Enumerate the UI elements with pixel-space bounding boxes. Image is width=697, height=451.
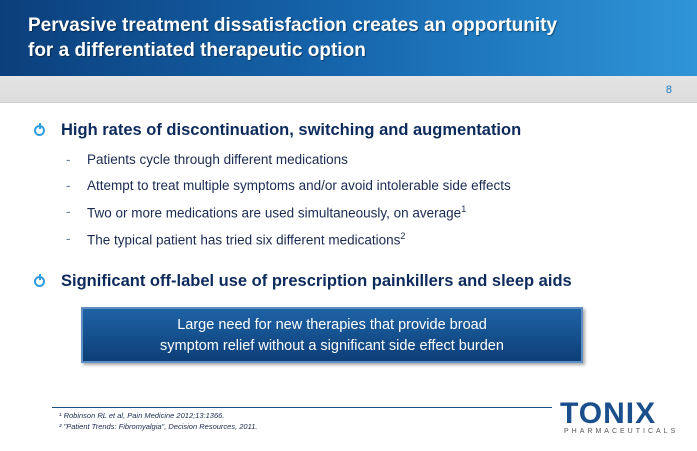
tonix-logo: TONIX PHARMACEUTICALS (560, 397, 680, 443)
dash: - (66, 231, 71, 246)
power-icon (34, 274, 45, 287)
title-line-2: for a differentiated therapeutic option (28, 40, 366, 61)
title-line-1: Pervasive treatment dissatisfaction crea… (28, 15, 558, 36)
page-number: 8 (665, 84, 672, 96)
dash: - (66, 178, 71, 193)
slide-title: Pervasive treatment dissatisfaction crea… (28, 13, 557, 63)
logo-wordmark: TONIX (560, 397, 657, 430)
footnote-ref: 2 (400, 231, 406, 241)
dash: - (66, 204, 71, 219)
callout-box: Large need for new therapies that provid… (81, 307, 583, 363)
callout-line-2: symptom relief without a significant sid… (160, 338, 504, 354)
sub-text-body: The typical patient has tried six differ… (87, 232, 401, 248)
subheader-band (0, 76, 697, 103)
sub-text: Attempt to treat multiple symptoms and/o… (87, 178, 511, 193)
title-bar: Pervasive treatment dissatisfaction crea… (0, 0, 697, 76)
footnote-divider (52, 407, 552, 408)
logo-subtitle: PHARMACEUTICALS (564, 428, 679, 435)
footnote-1: ¹ Robinson RL et al, Pain Medicine 2012;… (59, 411, 225, 420)
sub-text-body: Two or more medications are used simulta… (87, 205, 462, 221)
sub-text: Patients cycle through different medicat… (87, 152, 348, 167)
sub-text: The typical patient has tried six differ… (87, 231, 405, 248)
bullet-text: High rates of discontinuation, switching… (61, 121, 522, 139)
bullet-text: Significant off-label use of prescriptio… (61, 272, 572, 290)
sub-text: Two or more medications are used simulta… (87, 204, 466, 221)
callout-line-1: Large need for new therapies that provid… (177, 317, 487, 333)
dash: - (66, 152, 71, 167)
footnote-2: ² "Patient Trends: Fibromyalgia", Decisi… (59, 422, 258, 431)
power-icon (34, 123, 45, 136)
footnote-ref: 1 (461, 204, 467, 214)
